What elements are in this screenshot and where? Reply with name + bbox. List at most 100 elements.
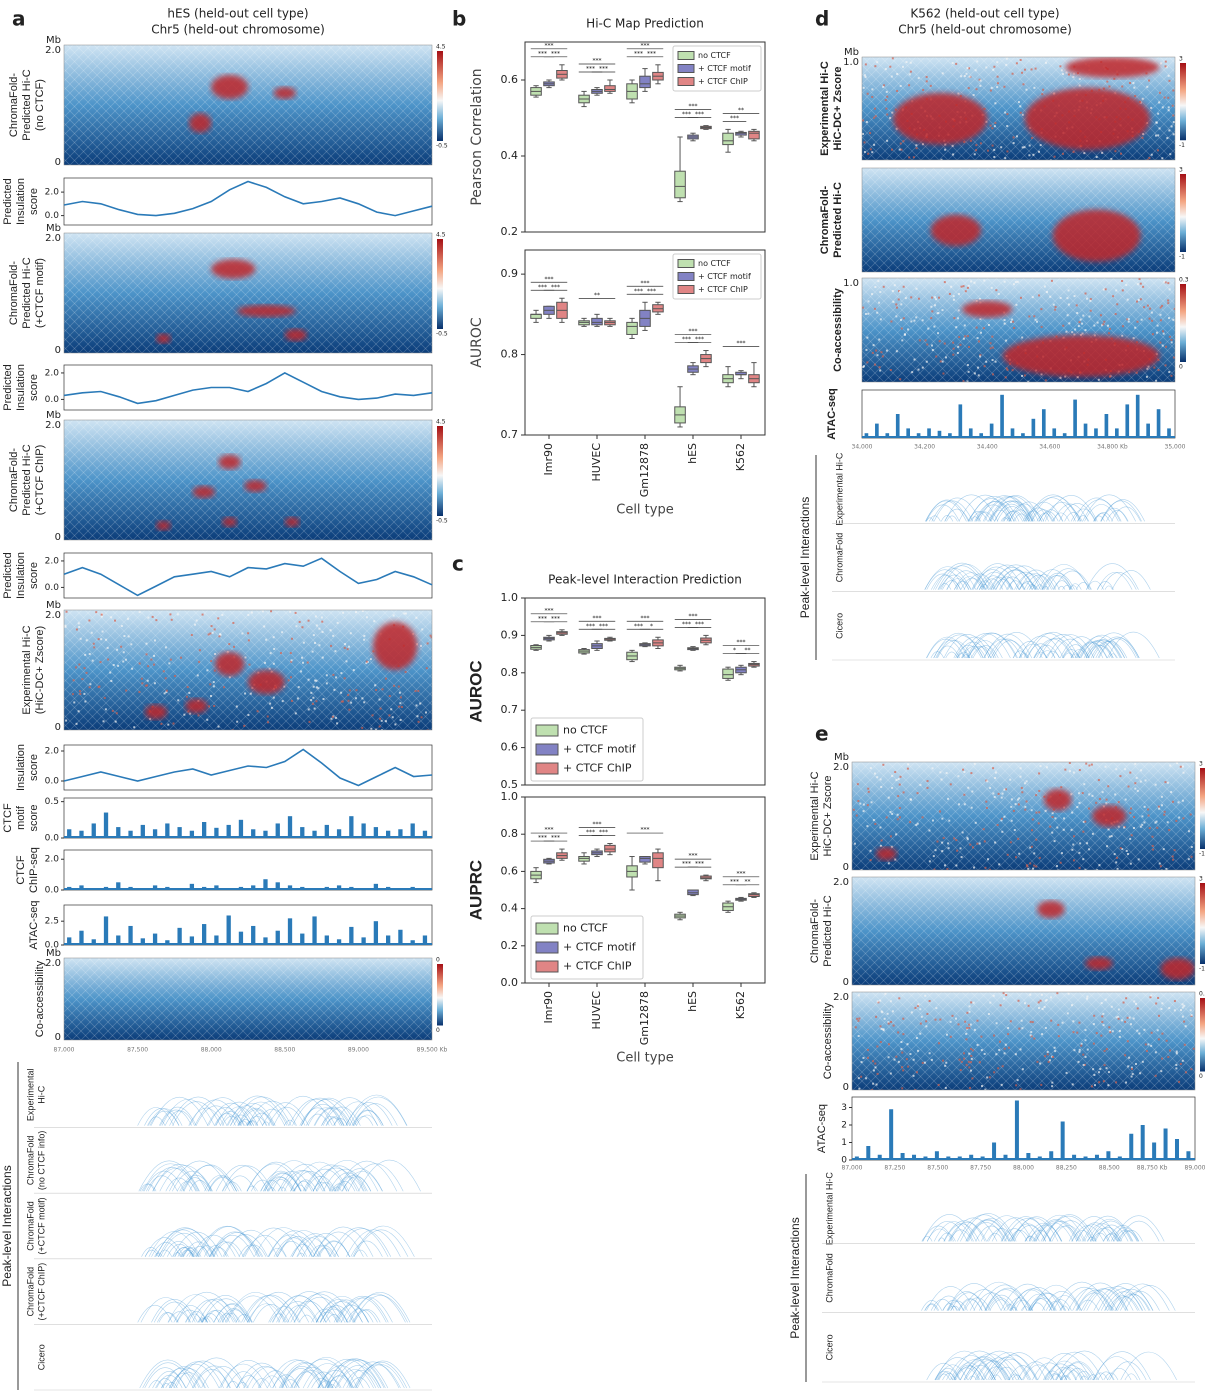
heatmap-stripe xyxy=(744,877,852,985)
heatmap-speckle xyxy=(889,66,891,68)
significance-label: *** xyxy=(551,284,560,291)
heatmap-speckle xyxy=(401,706,403,708)
heatmap-speckle xyxy=(1097,322,1099,324)
track-frame xyxy=(64,178,432,225)
heatmap-speckle xyxy=(986,780,988,782)
signal-bar xyxy=(202,924,206,945)
heatmap-stripe xyxy=(654,877,762,985)
interaction-arc xyxy=(279,1362,330,1388)
heatmap-speckle xyxy=(1160,1008,1162,1010)
heatmap-speckle xyxy=(886,140,888,142)
heatmap-speckle xyxy=(1136,777,1138,779)
heatmap-speckle xyxy=(361,697,363,699)
heatmap-speckle xyxy=(989,1002,991,1004)
y-tick-label: 2.0 xyxy=(45,188,60,198)
heatmap-speckle xyxy=(874,364,876,366)
group-label: Peak-level Interactions xyxy=(0,1165,14,1286)
heatmap-speckle xyxy=(984,840,986,842)
heatmap-speckle xyxy=(1175,820,1177,822)
heatmap-speckle xyxy=(930,85,932,87)
heatmap-speckle xyxy=(1101,152,1103,154)
heatmap-stripe xyxy=(520,610,640,730)
heatmap-speckle xyxy=(939,340,941,342)
heatmap-speckle xyxy=(217,617,219,619)
heatmap-speckle xyxy=(1010,806,1012,808)
row-label: Predicted Hi-C xyxy=(21,257,33,329)
heatmap-speckle xyxy=(1110,158,1112,160)
heatmap-speckle xyxy=(994,796,996,798)
heatmap-speckle xyxy=(202,614,204,616)
arc-group xyxy=(140,1357,410,1388)
heatmap-speckle xyxy=(1108,1026,1110,1028)
heatmap-speckle xyxy=(1024,806,1026,808)
heatmap-speckle xyxy=(1175,1067,1177,1069)
heatmap-speckle xyxy=(88,619,90,621)
y-tick-label: 0.0 xyxy=(45,583,60,593)
heatmap-speckle xyxy=(1104,1064,1106,1066)
heatmap-speckle xyxy=(937,332,939,334)
heatmap-speckle xyxy=(315,615,317,617)
heatmap-speckle xyxy=(987,858,989,860)
heatmap-speckle xyxy=(248,664,250,666)
colorbar-label: 4.5 xyxy=(436,44,446,51)
heatmap-speckle xyxy=(901,339,903,341)
heatmap-bg xyxy=(64,610,432,730)
heatmap-speckle xyxy=(213,681,215,683)
heatmap-speckle xyxy=(1083,152,1085,154)
heatmap-speckle xyxy=(330,629,332,631)
heatmap-speckle xyxy=(950,286,952,288)
heatmap-speckle xyxy=(98,638,100,640)
heatmap-speckle xyxy=(425,711,427,713)
heatmap-speckle xyxy=(1167,282,1169,284)
x-tick-label: Imr90 xyxy=(542,443,555,475)
heatmap-speckle xyxy=(353,669,355,671)
heatmap-speckle xyxy=(863,810,865,812)
heatmap-speckle xyxy=(171,619,173,621)
heatmap-speckle xyxy=(904,334,906,336)
signal-bar xyxy=(1141,1125,1145,1160)
heatmap-stripe xyxy=(1172,278,1205,382)
signal-bar xyxy=(992,1143,996,1161)
axis-tick-label: 0 xyxy=(843,977,849,988)
heatmap-speckle xyxy=(198,661,200,663)
heatmap-speckle xyxy=(895,833,897,835)
heatmap-speckle xyxy=(963,771,965,773)
heatmap-speckle xyxy=(1132,82,1134,84)
heatmap-speckle xyxy=(393,685,395,687)
heatmap-speckle xyxy=(1068,289,1070,291)
heatmap-speckle xyxy=(890,835,892,837)
significance-label: *** xyxy=(695,621,704,628)
heatmap-speckle xyxy=(874,308,876,310)
heatmap-speckle xyxy=(1114,793,1116,795)
heatmap-speckle xyxy=(941,842,943,844)
heatmap-speckle xyxy=(1152,849,1154,851)
arc-group xyxy=(925,563,1151,590)
heatmap-speckle xyxy=(1106,1067,1108,1069)
heatmap-speckle xyxy=(935,1007,937,1009)
heatmap-speckle xyxy=(983,280,985,282)
heatmap-speckle xyxy=(1173,357,1175,359)
row-label: Cicero xyxy=(36,1344,46,1370)
heatmap-speckle xyxy=(967,364,969,366)
heatmap-speckle xyxy=(963,1058,965,1060)
legend-swatch xyxy=(536,923,558,934)
heatmap-speckle xyxy=(1140,826,1142,828)
x-tick-label: 87,250 xyxy=(884,1165,905,1172)
heatmap-speckle xyxy=(1154,822,1156,824)
heatmap-speckle xyxy=(1056,992,1058,994)
heatmap-speckle xyxy=(938,1084,940,1086)
heatmap-speckle xyxy=(1066,1072,1068,1074)
heatmap-speckle xyxy=(1015,803,1017,805)
y-tick-label: 0.0 xyxy=(45,211,60,221)
heatmap-speckle xyxy=(1073,859,1075,861)
heatmap-speckle xyxy=(314,708,316,710)
heatmap-speckle xyxy=(1168,317,1170,319)
heatmap-speckle xyxy=(1029,145,1031,147)
heatmap-stripe xyxy=(0,958,9,1040)
heatmap-speckle xyxy=(899,149,901,151)
arc-group xyxy=(922,1213,1164,1241)
heatmap-speckle xyxy=(948,847,950,849)
heatmap-speckle xyxy=(973,1002,975,1004)
heatmap-speckle xyxy=(1038,772,1040,774)
heatmap-speckle xyxy=(975,144,977,146)
